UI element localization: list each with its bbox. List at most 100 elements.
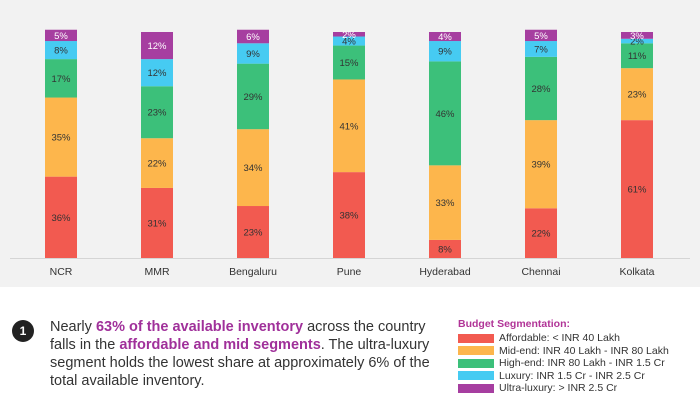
bar-kolkata-mid-end-label: 23% [627, 90, 647, 101]
bar-pune-luxury-label: 4% [342, 37, 356, 48]
bar-pune-mid-end-label: 41% [339, 121, 359, 132]
bar-chennai-affordable [525, 208, 557, 258]
legend-item-luxury: Luxury: INR 1.5 Cr - INR 2.5 Cr [458, 370, 694, 383]
bar-kolkata-luxury-label: 2% [630, 37, 644, 48]
legend-item-high-end: High-end: INR 80 Lakh - INR 1.5 Cr [458, 357, 694, 370]
legend-item-mid-end: Mid-end: INR 40 Lakh - INR 80 Lakh [458, 345, 694, 358]
bar-pune-mid-end [333, 79, 365, 173]
insight-note: Nearly 63% of the available inventory ac… [50, 318, 430, 390]
bar-hyderabad-mid-end-label: 33% [435, 198, 455, 209]
note-highlight-2: affordable and mid segments [119, 337, 321, 353]
legend-label: Ultra-luxury: > INR 2.5 Cr [499, 382, 618, 395]
x-tick-label-kolkata: Kolkata [619, 266, 654, 278]
legend-swatch [458, 383, 494, 393]
bar-mmr-luxury [141, 59, 173, 87]
bar-hyderabad-mid-end [429, 165, 461, 240]
x-tick-label-chennai: Chennai [521, 266, 560, 278]
legend-label: Luxury: INR 1.5 Cr - INR 2.5 Cr [499, 369, 645, 382]
legend-label: Affordable: < INR 40 Lakh [499, 332, 620, 345]
note-part-1: Nearly [50, 319, 96, 335]
bar-pune-luxury [333, 36, 365, 46]
legend-swatch [458, 358, 494, 368]
legend-items: Affordable: < INR 40 Lakh Mid-end: INR 40… [458, 332, 694, 395]
bar-ncr-high-end [45, 59, 77, 98]
chart-panel: 36% 35% 17% 8% 5% NCR 31% 22% 23% 12% 12% MMR 23% 34%… [0, 0, 700, 287]
note-highlight-1: 63% of the available inventory [95, 319, 304, 335]
bar-ncr-mid-end-label: 35% [51, 133, 71, 144]
bar-ncr-affordable-label: 36% [51, 213, 71, 224]
bar-hyderabad-ultra-luxury [429, 32, 461, 42]
bar-bengaluru-affordable-label: 23% [243, 228, 263, 239]
bar-bengaluru-luxury [237, 43, 269, 64]
bar-chennai-high-end-label: 28% [531, 84, 551, 95]
bar-hyderabad-high-end-label: 46% [435, 109, 455, 120]
bar-mmr-affordable [141, 187, 173, 258]
bar-ncr-mid-end [45, 97, 77, 177]
bar-bengaluru-ultra-luxury [237, 29, 269, 44]
bar-mmr-mid-end-label: 22% [147, 159, 167, 170]
bar-pune-affordable-label: 38% [339, 211, 359, 222]
bar-bengaluru-mid-end-label: 34% [243, 163, 263, 174]
bar-mmr-ultra-luxury [141, 32, 173, 60]
bar-hyderabad-ultra-luxury-label: 4% [438, 32, 452, 43]
bar-chennai-ultra-luxury-label: 5% [534, 31, 548, 42]
note-part-2: across the country falls in the [50, 319, 426, 353]
bar-ncr-luxury-label: 8% [54, 46, 68, 57]
bar-bengaluru-ultra-luxury-label: 6% [246, 32, 260, 43]
bar-hyderabad-luxury [429, 41, 461, 62]
bar-chennai-mid-end [525, 120, 557, 209]
legend-label: Mid-end: INR 40 Lakh - INR 80 Lakh [499, 344, 669, 357]
x-tick-label-mmr: MMR [144, 266, 169, 278]
bar-pune-ultra-luxury [333, 32, 365, 37]
bar-hyderabad-high-end [429, 61, 461, 166]
bar-hyderabad-affordable [429, 239, 461, 258]
bar-chennai-ultra-luxury [525, 29, 557, 42]
bar-pune-affordable [333, 172, 365, 258]
legend-swatch [458, 371, 494, 381]
legend-label: High-end: INR 80 Lakh - INR 1.5 Cr [499, 357, 665, 370]
bar-bengaluru-luxury-label: 9% [246, 49, 260, 60]
bar-ncr-affordable [45, 176, 77, 258]
x-tick-label-hyderabad: Hyderabad [419, 266, 471, 278]
bar-ncr-luxury [45, 41, 77, 60]
bar-mmr-affordable-label: 31% [147, 218, 167, 229]
bar-kolkata-high-end-label: 11% [628, 51, 647, 62]
bar-hyderabad-luxury-label: 9% [438, 47, 452, 58]
x-tick-label-ncr: NCR [50, 266, 73, 278]
note-number-badge: 1 [12, 320, 34, 342]
legend-swatch [458, 333, 494, 343]
bar-mmr-ultra-luxury-label: 12% [147, 41, 167, 52]
bar-kolkata-mid-end [621, 68, 653, 121]
legend-title: Budget Segmentation: [458, 318, 570, 330]
bar-pune-ultra-luxury-label: 2% [342, 30, 356, 41]
bar-kolkata-affordable-label: 61% [627, 185, 647, 196]
bar-ncr-ultra-luxury [45, 29, 77, 42]
bar-ncr-high-end-label: 17% [51, 74, 71, 85]
bar-mmr-luxury-label: 12% [147, 68, 167, 79]
legend: Budget Segmentation: Affordable: < INR 4… [458, 318, 694, 395]
bar-chennai-affordable-label: 22% [531, 229, 551, 240]
bar-mmr-high-end [141, 86, 173, 139]
bar-pune-high-end [333, 45, 365, 80]
bar-chennai-mid-end-label: 39% [531, 160, 551, 171]
x-tick-label-bengaluru: Bengaluru [229, 266, 277, 278]
stacked-bar-chart: 36% 35% 17% 8% 5% NCR 31% 22% 23% 12% 12% MMR 23% 34%… [10, 29, 690, 278]
note-part-3: . The ultra-luxury segment holds the low… [50, 337, 430, 389]
bar-kolkata-high-end [621, 43, 653, 69]
bar-bengaluru-high-end [237, 63, 269, 130]
bar-kolkata-ultra-luxury-label: 3% [630, 31, 644, 42]
legend-item-affordable: Affordable: < INR 40 Lakh [458, 332, 694, 345]
bar-pune-high-end-label: 15% [339, 58, 359, 69]
bar-chennai-high-end [525, 56, 557, 121]
legend-swatch [458, 346, 494, 356]
bar-bengaluru-affordable [237, 206, 269, 258]
bar-ncr-ultra-luxury-label: 5% [54, 31, 68, 42]
bar-chennai-luxury-label: 7% [534, 44, 548, 55]
bar-kolkata-affordable [621, 120, 653, 258]
bar-bengaluru-mid-end [237, 129, 269, 207]
footer: 1 Nearly 63% of the available inventory … [0, 296, 700, 400]
x-tick-label-pune: Pune [337, 266, 362, 278]
bar-mmr-mid-end [141, 138, 173, 188]
legend-item-ultra-luxury: Ultra-luxury: > INR 2.5 Cr [458, 382, 694, 395]
bar-chennai-luxury [525, 41, 557, 57]
